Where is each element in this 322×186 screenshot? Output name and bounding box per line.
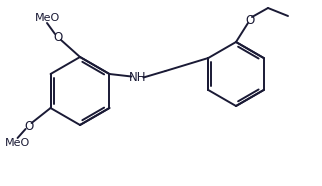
Text: MeO: MeO — [5, 138, 30, 148]
Text: MeO: MeO — [34, 13, 60, 23]
Text: O: O — [53, 31, 62, 44]
Text: O: O — [24, 119, 33, 132]
Text: NH: NH — [129, 70, 146, 84]
Text: O: O — [245, 14, 255, 26]
